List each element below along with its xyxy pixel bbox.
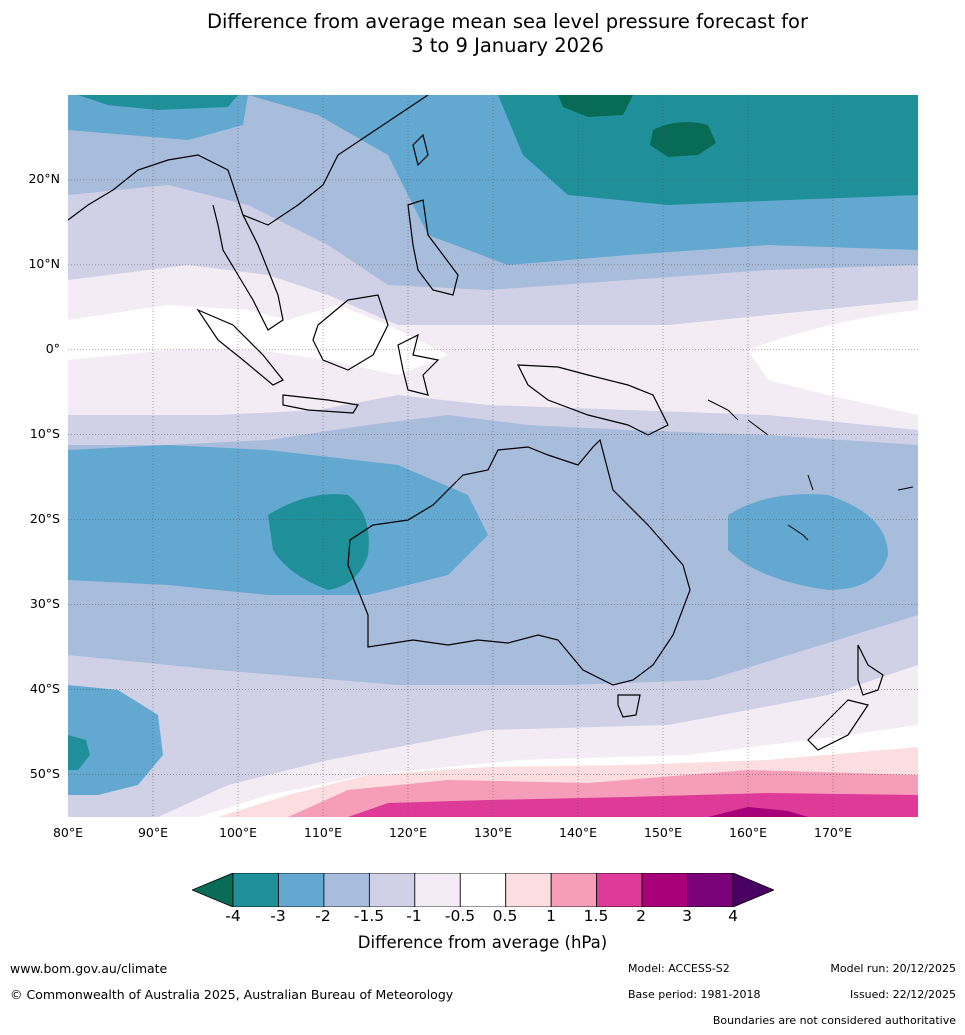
legend-swatch: [414, 873, 461, 907]
lon-label-90e: 90°E: [137, 825, 169, 840]
legend-title: Difference from average (hPa): [357, 933, 608, 952]
anomaly-band-minus3-southwest: [68, 685, 163, 795]
legend-swatch: [687, 873, 734, 907]
anomaly-band-minus0-5-center: [68, 305, 918, 415]
anomaly-band-minus3-tasman: [728, 494, 888, 590]
philippines-coastline: [407, 199, 459, 296]
anomaly-band-2-south: [708, 807, 808, 817]
anomaly-band-minus4-northeast: [498, 95, 918, 205]
footer-model-run: Model run: 20/12/2025: [830, 962, 956, 975]
asia-coastline: [68, 95, 429, 331]
legend-swatch: [596, 873, 643, 907]
legend-swatch: [368, 873, 416, 907]
lon-label-80e: 80°E: [52, 825, 84, 840]
legend-swatch: [459, 873, 507, 907]
lat-label-10s: 10°S: [29, 426, 60, 441]
new-guinea-coastline: [517, 364, 669, 436]
lon-label-160e: 160°E: [728, 825, 768, 840]
footer-url[interactable]: www.bom.gov.au/climate: [10, 961, 168, 976]
legend-tick: -1.5: [353, 907, 385, 925]
legend-swatch-high-extend: [732, 873, 774, 907]
new-zealand-coastline: [807, 644, 884, 751]
legend-swatch: [550, 873, 598, 907]
legend-swatch: [232, 873, 279, 907]
legend-tick: 1.5: [583, 907, 609, 925]
legend-tick: 0.5: [492, 907, 518, 925]
lon-label-100e: 100°E: [218, 825, 258, 840]
lon-label-150e: 150°E: [643, 825, 683, 840]
lat-label-50s: 50°S: [29, 766, 60, 781]
lat-label-20n: 20°N: [28, 171, 60, 186]
lon-label-170e: 170°E: [813, 825, 853, 840]
legend-tick: 1: [546, 907, 556, 925]
lon-label-120e: 120°E: [388, 825, 428, 840]
legend-tick: -0.5: [444, 907, 476, 925]
anomaly-band-minus5-northeast: [558, 95, 716, 157]
tasmania-coastline: [617, 694, 641, 718]
legend-tick: -4: [225, 907, 241, 925]
legend-tick: -1: [406, 907, 422, 925]
legend-colorbar: [192, 873, 774, 907]
legend-swatch: [505, 873, 552, 907]
legend-swatch: [641, 873, 688, 907]
pressure-anomaly-map: [68, 95, 918, 817]
legend-tick: -2: [315, 907, 331, 925]
australia-coastline: [347, 438, 691, 686]
anomaly-band-minus4-southwest: [68, 735, 90, 770]
lat-label-30s: 30°S: [29, 596, 60, 611]
legend-tick: 3: [682, 907, 692, 925]
footer-issued: Issued: 22/12/2025: [849, 988, 956, 1001]
java-coastline: [282, 394, 359, 414]
footer-base-period: Base period: 1981-2018: [628, 988, 761, 1001]
pacific-islands: [707, 399, 914, 541]
footer-copyright: © Commonwealth of Australia 2025, Austra…: [10, 987, 454, 1002]
lon-label-110e: 110°E: [303, 825, 343, 840]
anomaly-band-minus4-northwest: [78, 95, 238, 110]
legend-tick: 4: [728, 907, 738, 925]
lon-label-140e: 140°E: [558, 825, 598, 840]
footer-model: Model: ACCESS-S2: [628, 962, 730, 975]
lat-label-20s: 20°S: [29, 511, 60, 526]
taiwan-coastline: [412, 133, 429, 167]
legend-swatch: [278, 873, 325, 907]
map-title-line2: 3 to 9 January 2026: [411, 34, 604, 57]
legend-swatch-low-extend: [192, 873, 234, 907]
legend-swatch: [323, 873, 370, 907]
anomaly-band-minus4-west-australia: [268, 494, 369, 590]
legend-tick: -3: [270, 907, 286, 925]
lon-label-130e: 130°E: [473, 825, 513, 840]
map-title-line1: Difference from average mean sea level p…: [207, 10, 808, 33]
sulawesi-coastline: [397, 333, 440, 396]
legend-tick: 2: [636, 907, 646, 925]
lat-label-40s: 40°S: [29, 681, 60, 696]
footer-boundaries-note: Boundaries are not considered authoritat…: [712, 1014, 956, 1027]
map-title: Difference from average mean sea level p…: [0, 10, 965, 58]
borneo-coastline: [312, 294, 389, 371]
lat-label-0: 0°: [45, 341, 60, 356]
graticule: [68, 95, 918, 817]
lat-label-10n: 10°N: [28, 256, 60, 271]
